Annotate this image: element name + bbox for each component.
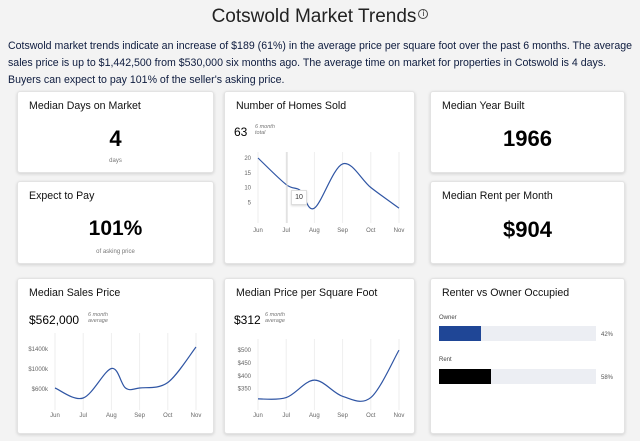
series-line — [257, 157, 400, 210]
x-tick-label: Aug — [309, 228, 320, 234]
x-tick-label: Nov — [394, 413, 405, 419]
y-tick-label: $500 — [238, 348, 252, 354]
median-days-card: Median Days on Market 4 days — [17, 91, 214, 173]
renter-owner-card: Renter vs Owner Occupied Owner 42% Rent … — [430, 278, 625, 434]
homes-sold-chart: Jun Jul Aug Sep Oct Nov 20 15 10 5 — [244, 152, 405, 234]
median-ppsf-note: 6 month average — [265, 312, 285, 324]
homes-sold-tooltip: 10 — [291, 190, 307, 205]
owner-bar-fill — [439, 326, 482, 341]
y-tick-label: $450 — [238, 361, 252, 367]
y-tick-label: $600k — [32, 387, 49, 393]
x-tick-label: Oct — [163, 413, 173, 419]
median-days-title: Median Days on Market — [29, 100, 141, 112]
x-tick-label: Sep — [337, 413, 348, 419]
rent-bar-fill — [439, 369, 491, 384]
y-tick-label: 10 — [244, 186, 251, 192]
x-tick-label: Jul — [282, 228, 290, 234]
expect-to-pay-title: Expect to Pay — [29, 190, 95, 202]
median-ppsf-chart: Jun Jul Aug Sep Oct Nov $500 $450 $400 $350 — [238, 339, 405, 419]
x-tick-label: Jun — [253, 413, 263, 419]
homes-sold-title: Number of Homes Sold — [236, 100, 347, 112]
median-days-value: 4 — [109, 126, 122, 151]
page-title-text: Cotswold Market Trends — [211, 6, 417, 27]
x-tick-label: Jul — [79, 413, 87, 419]
owner-pct: 42% — [601, 332, 614, 338]
median-sales-price-title: Median Sales Price — [29, 287, 121, 299]
x-tick-label: Nov — [191, 413, 202, 419]
expect-to-pay-unit: of asking price — [96, 249, 135, 255]
info-icon[interactable]: i — [418, 9, 429, 19]
page-title: Cotswold Market Trends i — [0, 6, 640, 28]
y-tick-label: 5 — [248, 200, 252, 206]
median-sales-price-card: Median Sales Price $562,000 6 month aver… — [17, 278, 214, 434]
x-tick-label: Jun — [253, 228, 263, 234]
x-tick-label: Sep — [337, 228, 348, 234]
x-tick-label: Oct — [366, 413, 376, 419]
rent-bar-track — [439, 369, 596, 384]
market-summary: Cotswold market trends indicate an incre… — [8, 40, 633, 86]
y-tick-label: $1000k — [28, 367, 49, 373]
y-tick-label: 15 — [244, 171, 251, 177]
rent-label: Rent — [439, 357, 452, 363]
x-tick-label: Aug — [309, 413, 320, 419]
median-sales-price-value: $562,000 — [29, 313, 80, 327]
median-rent-card: Median Rent per Month $904 — [430, 181, 625, 264]
x-tick-label: Sep — [134, 413, 145, 419]
expect-to-pay-card: Expect to Pay 101% of asking price — [17, 181, 214, 264]
owner-bar-track — [439, 326, 596, 341]
median-ppsf-title: Median Price per Square Foot — [236, 287, 378, 299]
x-tick-label: Aug — [106, 413, 117, 419]
homes-sold-note: 6 month total — [255, 124, 275, 136]
median-sales-price-note: 6 month average — [88, 312, 108, 324]
series-line — [257, 349, 400, 402]
median-year-built-value: 1966 — [503, 126, 552, 151]
x-tick-label: Jul — [282, 413, 290, 419]
median-days-unit: days — [109, 158, 122, 164]
rent-pct: 58% — [601, 375, 614, 381]
owner-label: Owner — [439, 315, 457, 321]
homes-sold-value: 63 — [234, 125, 248, 139]
x-tick-label: Jun — [50, 413, 60, 419]
renter-owner-title: Renter vs Owner Occupied — [442, 287, 570, 299]
x-tick-label: Nov — [394, 228, 405, 234]
x-tick-label: Oct — [366, 228, 376, 234]
median-rent-value: $904 — [503, 217, 552, 242]
expect-to-pay-value: 101% — [88, 217, 143, 240]
median-ppsf-value: $312 — [234, 313, 261, 327]
median-year-built-title: Median Year Built — [442, 100, 525, 112]
y-tick-label: $350 — [238, 387, 252, 393]
median-year-built-card: Median Year Built 1966 — [430, 91, 625, 173]
median-rent-title: Median Rent per Month — [442, 190, 553, 202]
median-ppsf-card: Median Price per Square Foot $312 6 mont… — [224, 278, 415, 434]
y-tick-label: $400 — [238, 374, 252, 380]
y-tick-label: $1400k — [28, 347, 49, 353]
homes-sold-card: Number of Homes Sold 63 6 month total Ju… — [224, 91, 415, 264]
y-tick-label: 20 — [244, 156, 251, 162]
series-line — [54, 346, 197, 400]
median-sales-price-chart: Jun Jul Aug Sep Oct Nov $1400k $1000k $600k — [28, 333, 202, 419]
